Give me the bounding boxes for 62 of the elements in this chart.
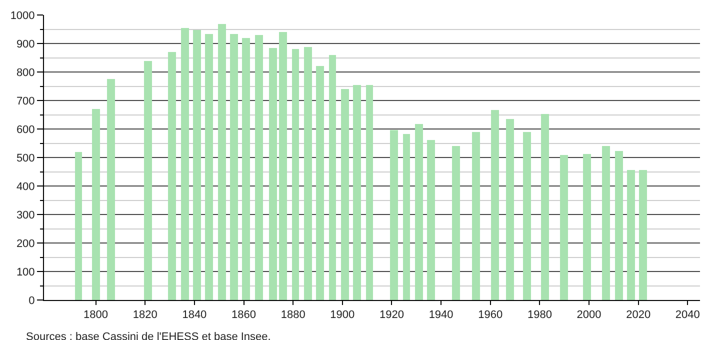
bar <box>615 151 623 300</box>
bar <box>279 32 287 300</box>
y-tick-label: 500 <box>16 152 35 164</box>
x-tick-label: 1920 <box>379 309 404 322</box>
x-tick-label: 1980 <box>527 309 552 322</box>
x-tick-label: 1840 <box>182 309 207 322</box>
bar <box>75 152 82 300</box>
bar <box>242 38 250 300</box>
bar <box>523 132 531 300</box>
source-note: Sources : base Cassini de l'EHESS et base Insee. <box>26 331 271 340</box>
bar <box>329 55 336 300</box>
x-tick-label: 2020 <box>626 309 651 322</box>
bar <box>316 66 324 300</box>
x-tick-label: 1820 <box>132 309 158 322</box>
x-tick-label: 1960 <box>478 309 503 322</box>
bar <box>427 140 435 300</box>
x-tick-label: 1880 <box>280 309 306 322</box>
bar <box>218 24 226 300</box>
bar <box>403 134 410 300</box>
y-tick-label: 1000 <box>10 10 35 22</box>
bar <box>366 85 373 300</box>
bar <box>92 109 100 300</box>
bar <box>341 89 349 300</box>
y-tick-label: 0 <box>28 294 35 307</box>
bar <box>205 34 213 300</box>
y-tick-label: 700 <box>16 95 35 108</box>
bar <box>452 146 460 300</box>
y-tick-label: 600 <box>16 124 35 136</box>
y-tick-label: 400 <box>16 180 35 193</box>
x-tick-label: 1800 <box>84 309 108 322</box>
y-tick-label: 300 <box>16 209 35 222</box>
y-tick-label: 200 <box>16 238 35 250</box>
bar <box>472 132 480 300</box>
bar <box>107 79 115 300</box>
y-tick-label: 900 <box>16 38 35 50</box>
x-tick-label: 1940 <box>428 309 454 322</box>
bar <box>230 34 238 300</box>
y-tick-label: 800 <box>16 66 35 79</box>
bar <box>269 48 277 300</box>
bar <box>292 49 299 300</box>
y-tick-label: 100 <box>16 266 35 278</box>
x-tick-label: 2040 <box>675 309 700 322</box>
bar <box>144 61 152 300</box>
bar <box>415 124 423 300</box>
bar <box>506 119 514 300</box>
bar <box>168 52 176 300</box>
bar <box>255 35 263 300</box>
bar <box>181 28 189 300</box>
bar <box>491 110 499 300</box>
bar <box>541 114 549 300</box>
bar <box>639 170 647 300</box>
bar <box>627 170 635 300</box>
bar <box>602 146 610 300</box>
bar <box>390 130 398 300</box>
x-tick-label: 1860 <box>232 309 256 322</box>
bar <box>193 30 201 300</box>
bar <box>353 85 361 300</box>
bar <box>583 154 591 300</box>
x-tick-label: 2000 <box>576 309 602 322</box>
bar <box>304 47 312 300</box>
bar <box>560 155 568 300</box>
x-tick-label: 1900 <box>330 309 355 322</box>
